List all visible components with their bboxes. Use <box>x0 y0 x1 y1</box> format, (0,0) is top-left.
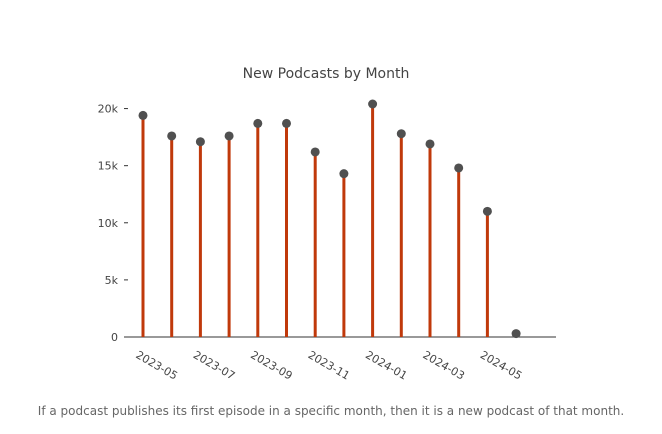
lollipop-dot <box>310 147 320 157</box>
lollipop-dot <box>368 99 378 109</box>
x-tick-label: 2023-05 <box>134 348 180 382</box>
y-tick-label: 15k <box>98 160 119 173</box>
chart-svg: New Podcasts by Month 0 5k 10k 15k 20k 2023-05… <box>98 66 556 383</box>
chart-footnote: If a podcast publishes its first episode… <box>37 404 625 418</box>
lollipop-dot <box>511 329 521 339</box>
x-tick-label: 2024-05 <box>478 348 524 382</box>
lollipop-dot <box>482 206 492 216</box>
x-tick-label: 2023-09 <box>248 348 294 382</box>
lollipop-dot <box>454 163 464 173</box>
x-tick-label: 2024-01 <box>363 348 409 382</box>
x-tick-label: 2023-11 <box>306 348 352 382</box>
x-tick-label: 2024-03 <box>421 348 467 382</box>
lollipop-dot <box>425 139 435 149</box>
y-tick-label: 0 <box>111 331 118 344</box>
x-tick-label: 2023-07 <box>191 348 237 382</box>
y-tick-label: 10k <box>98 217 119 230</box>
lollipop-dot <box>282 118 291 128</box>
chart-title: New Podcasts by Month <box>243 66 410 82</box>
lollipop-dot <box>339 169 349 179</box>
lollipop-dot <box>224 131 234 141</box>
lollipop-dot <box>167 131 177 141</box>
lollipop-dot <box>253 118 263 128</box>
lollipop-dot <box>396 129 406 139</box>
y-tick-label: 5k <box>105 274 119 287</box>
lollipop-dot <box>138 110 148 120</box>
y-tick-label: 20k <box>98 103 119 116</box>
lollipop-dot <box>195 137 205 147</box>
